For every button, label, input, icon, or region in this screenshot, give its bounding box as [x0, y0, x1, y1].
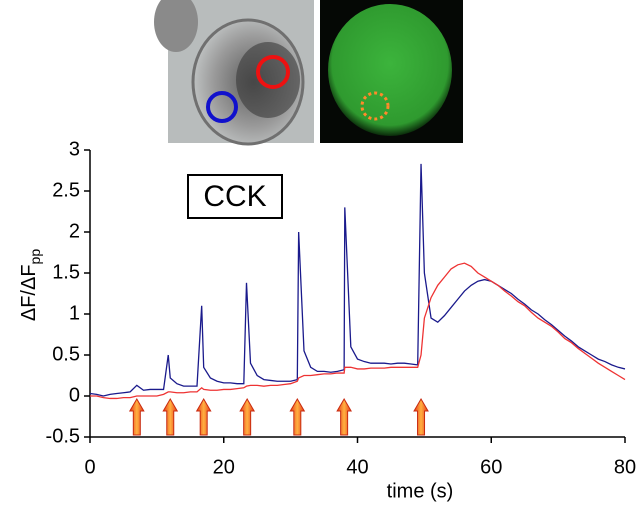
fluorescence-image: [320, 0, 463, 143]
annotation-box: [187, 174, 283, 219]
y-tick-label: 1.5: [52, 261, 80, 283]
stimulus-arrow: [239, 398, 256, 436]
x-tick-label: 20: [213, 456, 235, 478]
stimulus-arrow: [195, 398, 212, 436]
x-tick-label: 40: [346, 456, 368, 478]
y-axis-label-subscript: pp: [27, 249, 43, 265]
y-axis-label-main: ΔF/ΔF: [18, 264, 40, 321]
y-axis-label: ΔF/ΔFpp: [18, 249, 42, 322]
y-tick-label: 3: [69, 138, 80, 160]
annotation: CCK: [203, 180, 266, 213]
y-tick-label: 2: [69, 220, 80, 242]
y-tick-label: -0.5: [46, 425, 80, 447]
stimulus-arrow: [413, 398, 429, 436]
stimulus-arrow: [336, 398, 352, 436]
x-tick-label: 60: [480, 456, 502, 478]
series-line: [89, 163, 626, 397]
y-tick-label: 2.5: [52, 179, 80, 201]
x-axis-label: time (s): [387, 480, 454, 502]
brightfield-image: [154, 0, 314, 146]
series-line: [90, 262, 626, 400]
stimulus-arrow: [128, 398, 145, 436]
y-tick-label: 0: [69, 384, 80, 406]
x-tick-label: 0: [84, 456, 95, 478]
stimulus-arrow: [162, 398, 179, 436]
y-tick-label: 1: [69, 302, 80, 324]
y-tick-label: 0.5: [52, 343, 80, 365]
stimulus-arrow: [289, 398, 306, 436]
x-tick-label: 80: [614, 456, 636, 478]
